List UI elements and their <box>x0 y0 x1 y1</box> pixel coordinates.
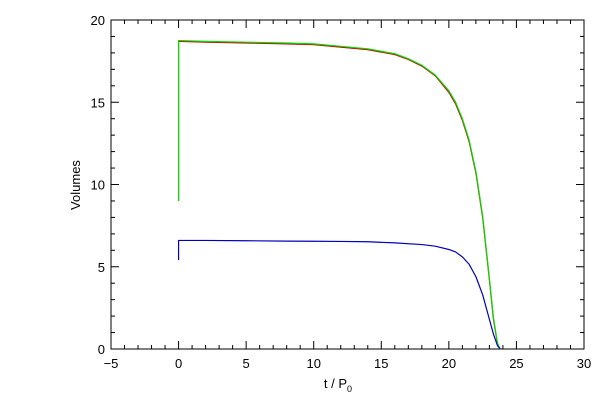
y-tick-label: 5 <box>98 260 105 275</box>
x-tick-label: 0 <box>175 356 182 371</box>
x-tick-label: 15 <box>374 356 388 371</box>
y-tick-label: 20 <box>91 13 105 28</box>
axis-ticks <box>110 19 585 350</box>
x-tick-label: 10 <box>306 356 320 371</box>
series-line-2 <box>177 39 501 350</box>
y-tick-label: 0 <box>98 342 105 357</box>
plot-frame <box>110 19 585 350</box>
series-lines <box>177 39 501 350</box>
y-tick-label: 15 <box>91 95 105 110</box>
x-axis-label: t / P0 <box>324 376 352 394</box>
x-tick-label: −5 <box>104 356 119 371</box>
series-line-1 <box>177 40 501 350</box>
y-axis-label: Volumes <box>68 160 83 210</box>
x-tick-label: 20 <box>442 356 456 371</box>
series-line-3 <box>177 239 501 350</box>
x-tick-label: 30 <box>577 356 591 371</box>
x-tick-label: 5 <box>243 356 250 371</box>
y-tick-label: 10 <box>91 178 105 193</box>
x-tick-label: 25 <box>509 356 523 371</box>
